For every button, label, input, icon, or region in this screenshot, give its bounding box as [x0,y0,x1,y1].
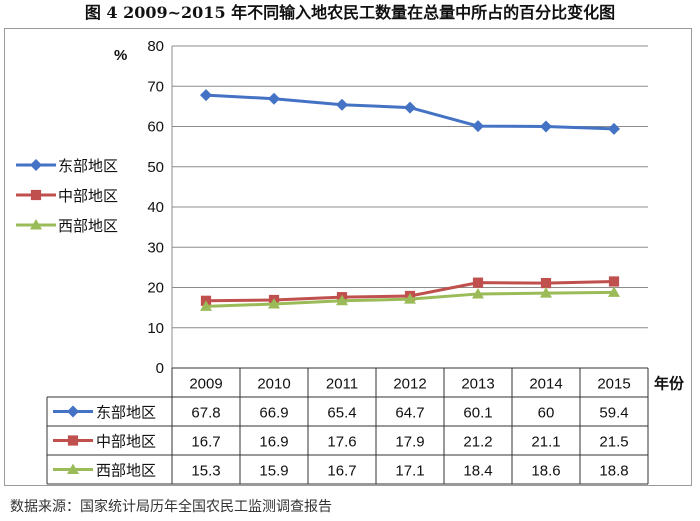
data-label-2-6: 18.8 [599,463,628,480]
legend-marker-0 [30,159,42,171]
y-tick-label-80: 80 [147,38,164,55]
data-label-0-2: 65.4 [327,405,356,422]
data-point-1-5 [540,277,552,289]
data-label-2-1: 15.9 [259,463,288,480]
data-point-2-1 [268,298,280,309]
x-tick-label-2015: 2015 [597,376,630,393]
table-series-label-0: 东部地区 [96,405,156,422]
x-tick-label-2009: 2009 [189,376,222,393]
y-tick-label-30: 30 [147,239,164,256]
legend-marker-2 [30,219,42,230]
table-key-marker-2 [67,463,79,474]
data-label-1-3: 17.9 [395,434,424,451]
data-point-1-4 [472,277,484,288]
y-tick-label-70: 70 [147,78,164,95]
x-tick-label-2014: 2014 [529,376,562,393]
x-tick-label-2013: 2013 [461,376,494,393]
data-point-2-3 [404,293,416,304]
x-tick-label-2011: 2011 [326,376,358,393]
data-point-0-2 [336,98,348,111]
data-label-1-2: 17.6 [327,434,356,451]
data-label-1-0: 16.7 [191,434,220,451]
data-point-2-2 [336,294,348,306]
legend-label-1: 中部地区 [58,188,118,205]
x-tick-label-2012: 2012 [393,376,426,393]
y-tick-label-20: 20 [147,280,164,297]
data-point-2-4 [472,287,484,299]
data-label-1-1: 16.9 [259,434,288,451]
line-chart: 0 10 20 30 40 50 60 70 80% 2009 2010 2011 2012 2013 20… [16,38,685,485]
data-label-1-6: 21.5 [599,434,628,451]
chart-frame [4,28,692,486]
data-point-0-1 [268,92,280,105]
data-label-0-0: 67.8 [191,405,220,422]
y-axis-label: % [114,47,127,64]
source-note: 数据来源：国家统计局历年全国农民工监测调查报告 [10,499,332,515]
data-label-0-3: 64.7 [395,405,424,422]
data-label-0-1: 66.9 [259,405,288,422]
y-tick-label-50: 50 [147,159,164,176]
data-label-0-5: 60 [538,405,555,422]
y-tick-label-60: 60 [147,119,164,136]
data-label-0-4: 60.1 [463,405,492,422]
y-tick-label-40: 40 [147,199,164,216]
data-point-2-0 [200,300,212,311]
data-point-0-4 [472,120,484,133]
data-label-2-2: 16.7 [327,463,356,480]
data-point-0-6 [608,122,620,135]
data-label-2-5: 18.6 [531,463,560,480]
chart-title: 图 4 2009~2015 年不同输入地农民工数量在总量中所占的百分比变化图 [84,3,616,22]
data-point-0-3 [404,101,416,114]
data-label-2-0: 15.3 [191,463,220,480]
data-label-0-6: 59.4 [599,405,628,422]
data-point-1-6 [608,276,620,287]
data-label-1-4: 21.2 [463,434,492,451]
y-tick-label-10: 10 [147,320,164,337]
legend-label-0: 东部地区 [58,158,118,175]
x-axis-label: 年份 [654,375,685,393]
data-point-2-5 [540,287,552,298]
data-label-2-4: 18.4 [463,463,492,480]
legend-label-2: 西部地区 [58,218,118,235]
y-tick-label-0: 0 [156,360,164,377]
data-label-2-3: 17.1 [395,463,424,480]
data-point-0-0 [200,89,212,102]
data-label-1-5: 21.1 [531,434,560,451]
table-key-marker-0 [67,405,79,418]
x-tick-label-2010: 2010 [257,376,290,393]
data-point-2-6 [608,286,620,297]
legend-marker-1 [30,189,42,201]
table-series-label-2: 西部地区 [96,463,156,480]
table-series-label-1: 中部地区 [96,434,156,451]
table-key-marker-1 [67,435,79,446]
data-point-0-5 [540,120,552,133]
